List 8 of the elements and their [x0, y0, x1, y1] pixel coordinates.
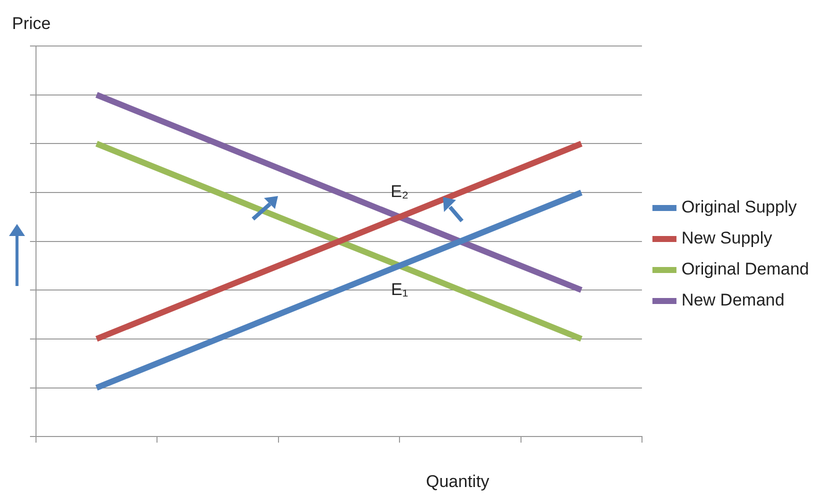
legend-label: Original Supply	[681, 198, 798, 217]
annotation: E₁	[391, 280, 408, 299]
y-axis-title: Price	[12, 14, 51, 34]
legend-label: Original Demand	[681, 260, 810, 279]
annotation: E₂	[390, 182, 409, 202]
legend-label: New Demand	[681, 290, 784, 310]
legend-label: New Supply	[681, 228, 773, 248]
x-axis-title: Quantity	[426, 472, 490, 492]
